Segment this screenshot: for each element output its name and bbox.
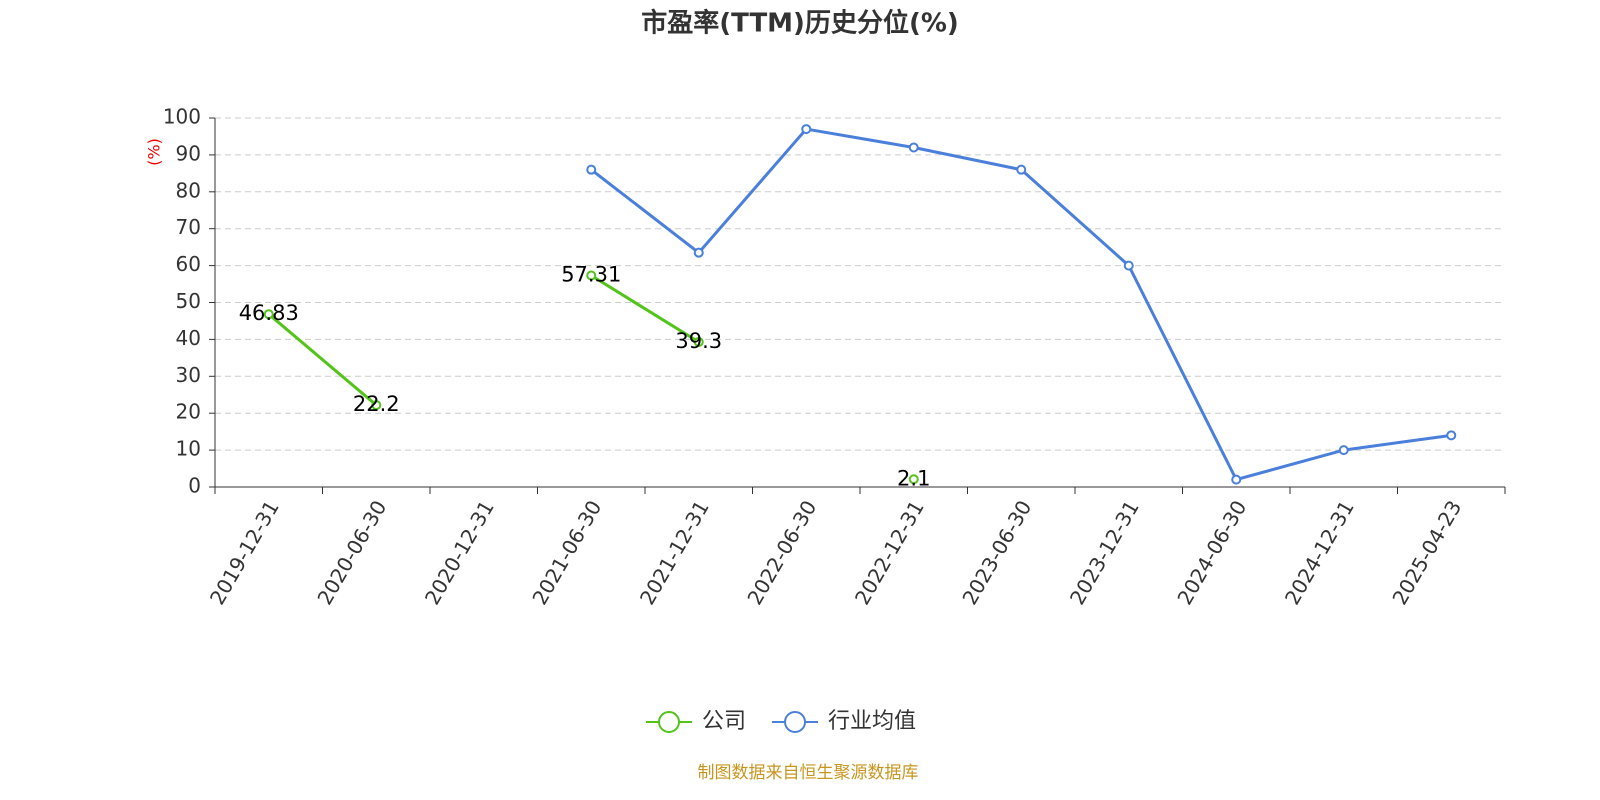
y-tick-label: 10 xyxy=(176,437,201,461)
data-label: 2.1 xyxy=(897,466,930,490)
y-tick-label: 100 xyxy=(163,105,201,129)
point xyxy=(908,142,919,153)
x-tick-label: 2020-06-30 xyxy=(312,496,391,609)
point xyxy=(263,309,274,320)
y-tick-label: 50 xyxy=(176,289,201,313)
x-tick-label: 2024-06-30 xyxy=(1172,496,1251,609)
x-tick-label: 2023-06-30 xyxy=(957,496,1036,609)
y-tick-label: 80 xyxy=(176,178,201,202)
y-tick-label: 0 xyxy=(188,474,201,498)
y-tick-label: 40 xyxy=(176,326,201,350)
point xyxy=(1016,164,1027,175)
x-tick-label: 2022-12-31 xyxy=(850,496,929,609)
point xyxy=(1123,260,1134,271)
data-label: 46.83 xyxy=(239,301,299,325)
y-tick-label: 70 xyxy=(176,215,201,239)
point xyxy=(1446,430,1457,441)
point xyxy=(801,124,812,135)
y-tick-label: 90 xyxy=(176,141,201,165)
x-tick-label: 2021-12-31 xyxy=(635,496,714,609)
x-tick-label: 2021-06-30 xyxy=(527,496,606,609)
x-tick-label: 2020-12-31 xyxy=(420,496,499,609)
point xyxy=(1338,445,1349,456)
chart-title: 市盈率(TTM)历史分位(%) xyxy=(641,8,959,39)
y-axis-label: (%) xyxy=(145,138,164,166)
x-tick-label: 2022-06-30 xyxy=(742,496,821,609)
legend-label: 公司 xyxy=(702,709,746,734)
x-tick-label: 2024-12-31 xyxy=(1280,496,1359,609)
point xyxy=(693,336,704,347)
y-tick-label: 60 xyxy=(176,252,201,276)
point xyxy=(371,400,382,411)
point xyxy=(1231,474,1242,485)
series-line xyxy=(590,127,1452,482)
legend-marker xyxy=(658,711,680,733)
data-label: 57.31 xyxy=(561,263,621,287)
data-label: 39.3 xyxy=(675,329,722,353)
point xyxy=(693,247,704,258)
x-tick-label: 2025-04-23 xyxy=(1387,496,1466,609)
x-tick-label: 2023-12-31 xyxy=(1065,496,1144,609)
series-line xyxy=(269,276,914,480)
data-label: 22.2 xyxy=(353,392,400,416)
legend-label: 行业均值 xyxy=(828,709,916,734)
y-tick-label: 30 xyxy=(176,363,201,387)
legend-marker xyxy=(784,711,807,733)
point xyxy=(586,270,597,281)
y-tick-label: 20 xyxy=(176,400,201,424)
point xyxy=(586,164,597,175)
point xyxy=(908,474,919,485)
x-tick-label: 2019-12-31 xyxy=(205,496,284,609)
source-note: 制图数据来自恒生聚源数据库 xyxy=(698,763,919,783)
